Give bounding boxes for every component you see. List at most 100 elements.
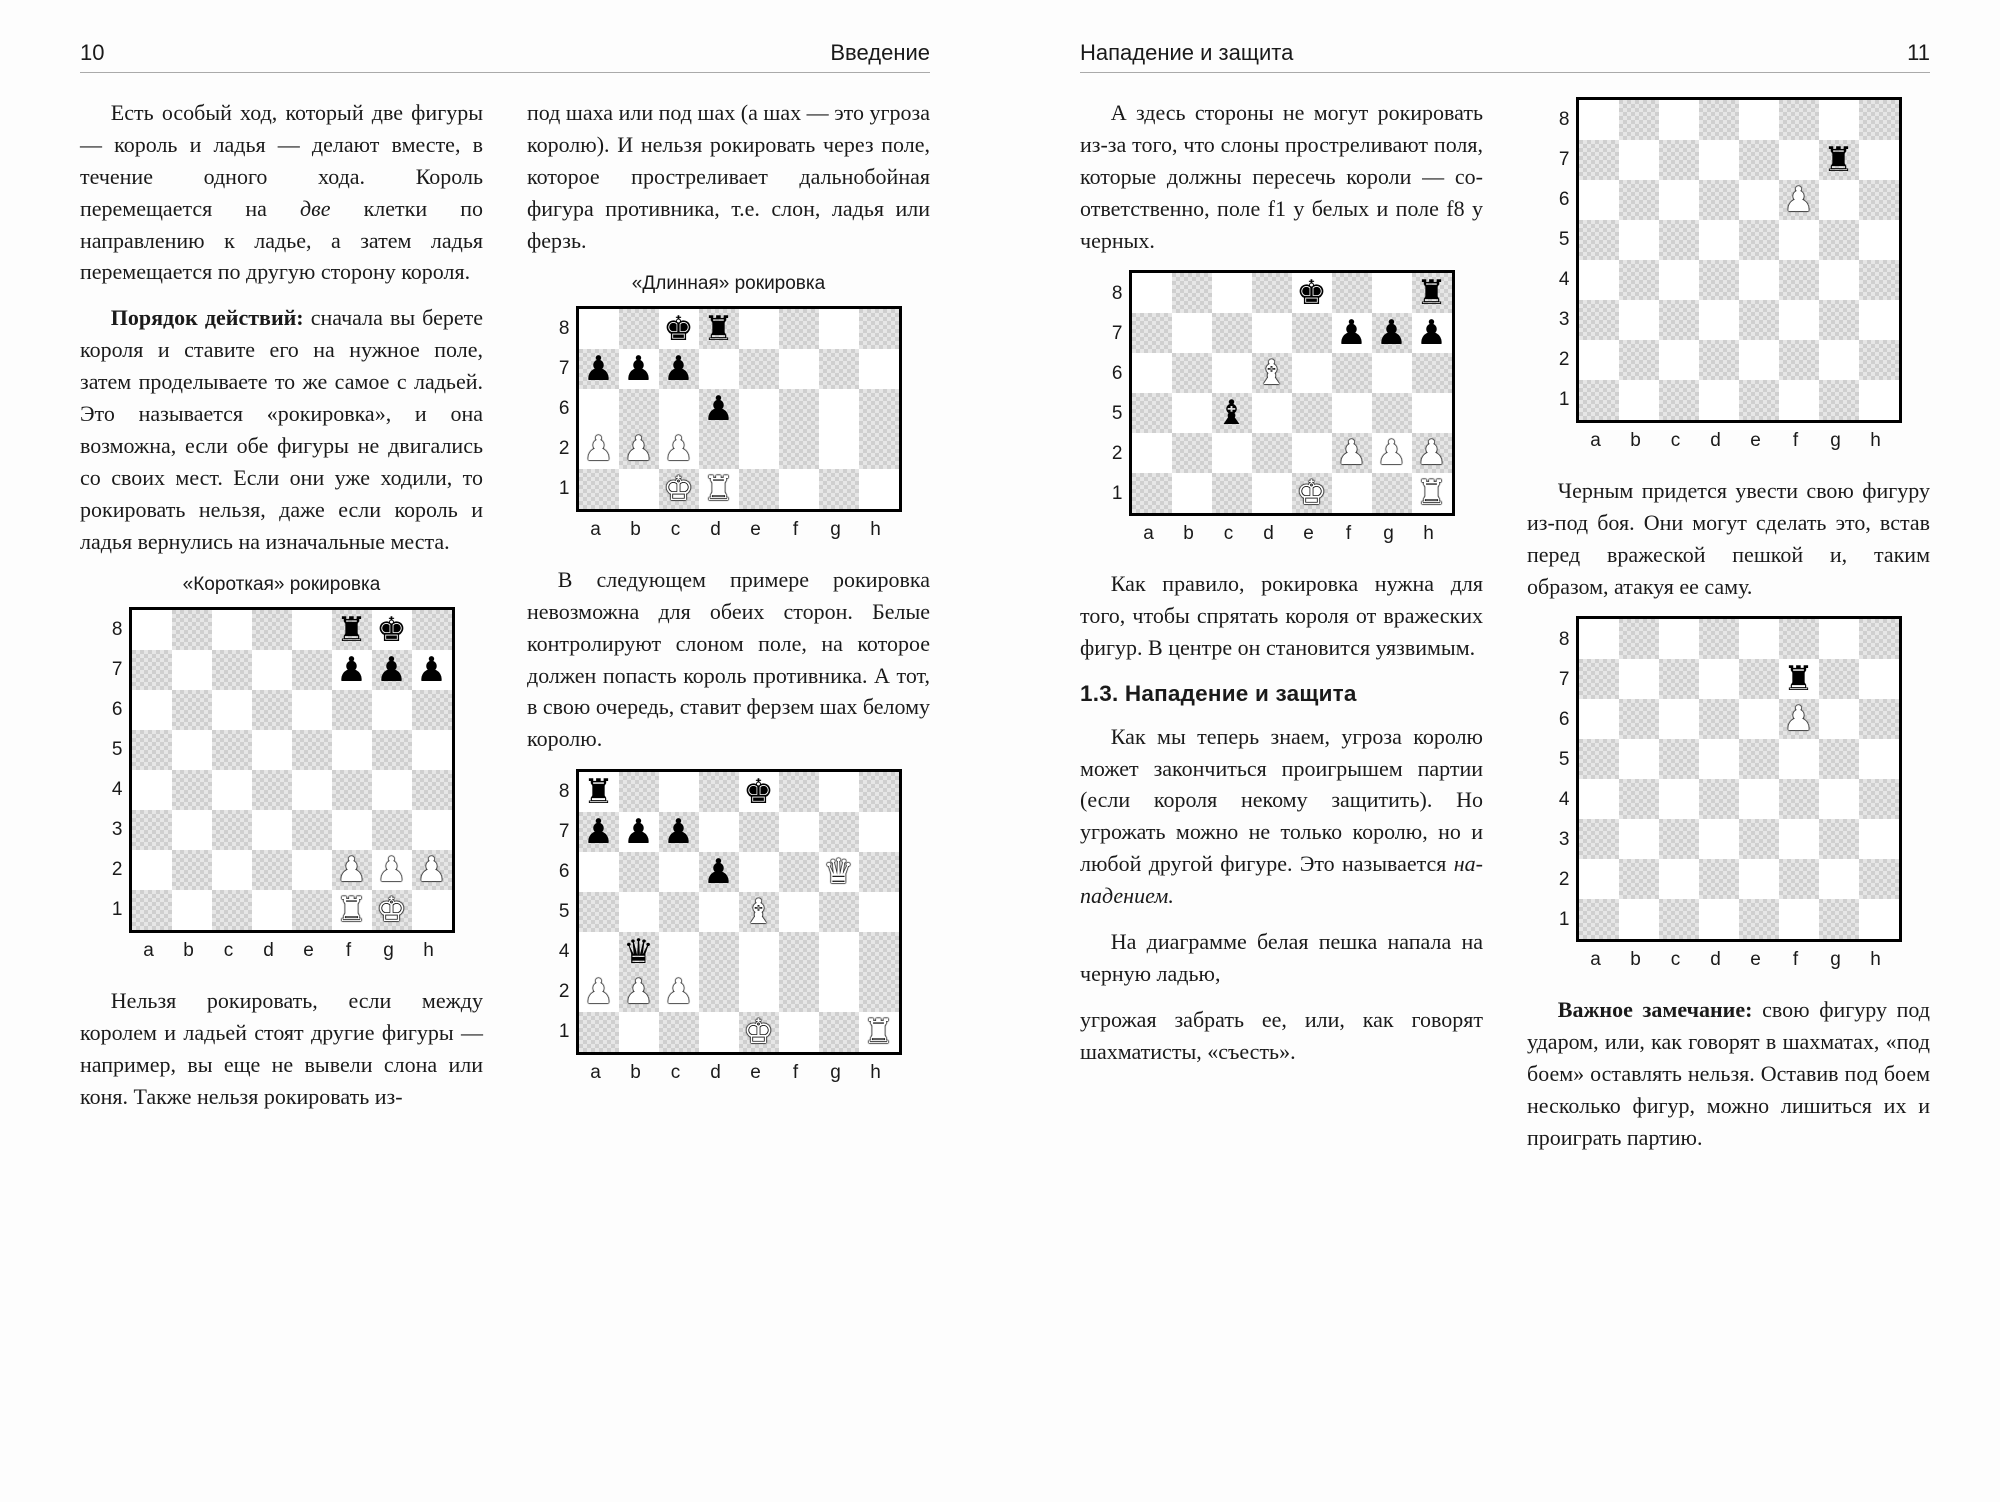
piece-bp: ♟ (663, 352, 693, 386)
page-left-header: 10 Введение (80, 40, 930, 73)
board-square (1412, 393, 1452, 433)
rank-label: 8 (1109, 273, 1129, 313)
board-square (819, 972, 859, 1012)
board-square (579, 892, 619, 932)
board-square (1132, 433, 1172, 473)
board-square (1859, 180, 1899, 220)
board-square (699, 932, 739, 972)
board-square (1252, 313, 1292, 353)
board-square: ♟ (1332, 433, 1372, 473)
board-square (619, 309, 659, 349)
piece-bp: ♟ (623, 352, 653, 386)
file-label: e (736, 516, 776, 544)
rank-label: 6 (556, 389, 576, 429)
board-square (699, 892, 739, 932)
board-square: ♟ (412, 650, 452, 690)
board-square (1579, 380, 1619, 420)
board-square (292, 850, 332, 890)
file-label: b (616, 516, 656, 544)
board-square (619, 389, 659, 429)
board-square: ♟ (659, 349, 699, 389)
rank-label: 6 (1556, 699, 1576, 739)
rank-label: 3 (109, 810, 129, 850)
board-square (1659, 819, 1699, 859)
piece-wb: ♝ (743, 895, 773, 929)
board-square: ♛ (619, 932, 659, 972)
board-attack-2: 87654321♜♟abcdefgh (1527, 616, 1930, 974)
board-square (659, 892, 699, 932)
board-square (1659, 300, 1699, 340)
board-square (1579, 779, 1619, 819)
board-square (739, 309, 779, 349)
board-square (132, 690, 172, 730)
board-square (579, 309, 619, 349)
board-square (1739, 300, 1779, 340)
board-square: ♟ (699, 389, 739, 429)
board-square (1172, 353, 1212, 393)
board-square (1819, 699, 1859, 739)
file-label: a (1129, 520, 1169, 548)
l-para-1: Есть особый ход, который две фигуры — ко… (80, 97, 483, 288)
piece-bp: ♟ (623, 815, 653, 849)
board-square: ♟ (1332, 313, 1372, 353)
board-square (332, 730, 372, 770)
board-square (332, 810, 372, 850)
board-square: ♟ (1412, 433, 1452, 473)
board-square: ♟ (699, 852, 739, 892)
board-square (1252, 273, 1292, 313)
board-square (1172, 313, 1212, 353)
rank-label: 4 (109, 770, 129, 810)
piece-wp: ♟ (1783, 183, 1813, 217)
rank-label: 7 (1556, 140, 1576, 180)
rank-label: 4 (1556, 779, 1576, 819)
board-square: ♚ (739, 1012, 779, 1052)
board-square (1859, 100, 1899, 140)
l-para-2: Порядок действий: сначала вы берете коро… (80, 302, 483, 557)
board-square (1659, 140, 1699, 180)
board-square (659, 852, 699, 892)
board-square (1579, 140, 1619, 180)
board-square: ♟ (332, 850, 372, 890)
board-square (1819, 779, 1859, 819)
board-square (1619, 140, 1659, 180)
board-square (1819, 819, 1859, 859)
piece-wb: ♝ (1256, 356, 1286, 390)
board-square (1252, 393, 1292, 433)
board-square (1859, 380, 1899, 420)
piece-wp: ♟ (376, 853, 406, 887)
file-label: e (289, 937, 329, 965)
board-square (1172, 273, 1212, 313)
board-square (1739, 739, 1779, 779)
piece-wp: ♟ (663, 975, 693, 1009)
file-label: b (169, 937, 209, 965)
board-square (1132, 273, 1172, 313)
board-square (212, 690, 252, 730)
rank-label: 5 (1556, 739, 1576, 779)
board-square (212, 650, 252, 690)
piece-wp: ♟ (336, 853, 366, 887)
board-square (172, 810, 212, 850)
file-label: f (1776, 427, 1816, 455)
rank-label: 7 (109, 650, 129, 690)
caption: «Короткая» рокировка (80, 571, 483, 599)
board-square: ♟ (659, 812, 699, 852)
board-square (1579, 819, 1619, 859)
file-label: d (1696, 427, 1736, 455)
board-square (1619, 699, 1659, 739)
board-square (1779, 779, 1819, 819)
board-square: ♜ (1779, 659, 1819, 699)
board-square (779, 812, 819, 852)
rank-label: 4 (556, 932, 576, 972)
board-square (779, 932, 819, 972)
file-label: c (656, 516, 696, 544)
board-square (292, 690, 332, 730)
board-square: ♜ (332, 610, 372, 650)
board-square (252, 650, 292, 690)
board-square (132, 810, 172, 850)
board-square (1739, 100, 1779, 140)
file-label: e (1736, 427, 1776, 455)
board-square (292, 770, 332, 810)
board-bishop-lines: 876521♚♜♟♟♟♝♝♟♟♟♚♜abcdefgh (1080, 270, 1483, 548)
board-square (1292, 393, 1332, 433)
rank-label: 7 (1556, 659, 1576, 699)
